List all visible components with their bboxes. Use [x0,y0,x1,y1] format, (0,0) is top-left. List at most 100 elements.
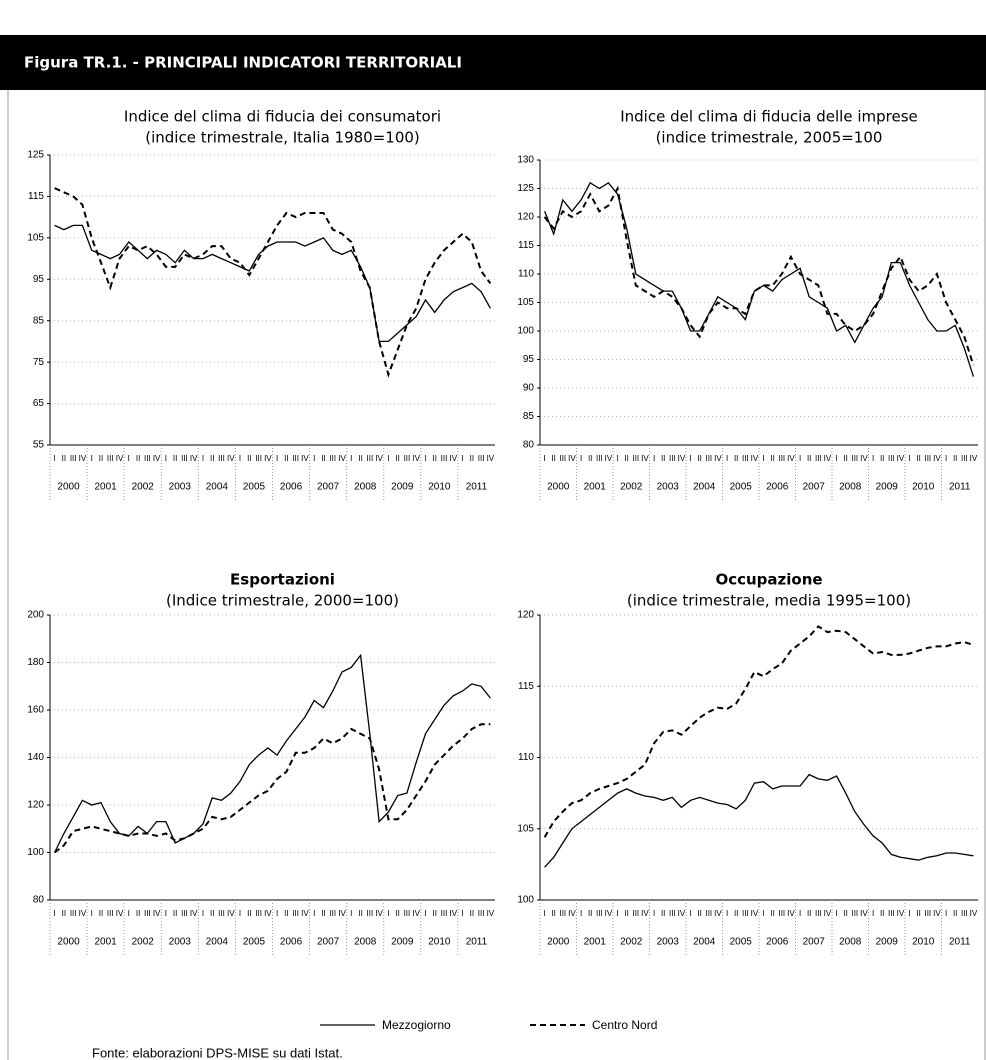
quarter-label: IV [824,909,832,918]
quarter-label: II [551,454,555,463]
quarter-label: II [321,454,325,463]
quarter-label: IV [933,454,941,463]
quarter-label: II [136,454,140,463]
quarter-label: III [632,454,639,463]
quarter-label: II [62,454,66,463]
quarter-label: IV [824,454,832,463]
quarter-label: III [669,454,676,463]
y-tick-label: 85 [523,411,535,422]
quarter-label: III [255,909,262,918]
quarter-label: I [945,909,947,918]
quarter-label: I [313,454,315,463]
y-tick-label: 80 [523,440,535,451]
quarter-label: I [239,909,241,918]
quarter-label: III [107,909,114,918]
quarter-label: IV [568,909,576,918]
quarter-label: II [395,454,399,463]
quarter-label: I [461,454,463,463]
year-label: 2003 [657,482,680,493]
header-title: Figura TR.1. - PRINCIPALI INDICATORI TER… [24,54,462,72]
quarter-label: II [358,454,362,463]
quarter-label: III [70,454,77,463]
y-tick-label: 90 [523,383,535,394]
quarter-label: I [689,454,691,463]
quarter-label: III [742,909,749,918]
quarter-label: IV [412,909,420,918]
series-line [54,224,491,343]
quarter-label: II [173,909,177,918]
quarter-label: IV [860,454,868,463]
quarter-label: III [851,909,858,918]
quarter-label: III [329,909,336,918]
quarter-label: IV [933,909,941,918]
year-label: 2010 [912,937,935,948]
quarter-label: II [880,454,884,463]
quarter-label: IV [450,909,458,918]
year-label: 2009 [876,482,899,493]
year-label: 2004 [693,482,716,493]
quarter-label: II [321,909,325,918]
quarter-label: II [588,909,592,918]
quarter-label: IV [897,909,905,918]
y-tick-label: 95 [33,274,45,285]
y-tick-label: 125 [517,183,534,194]
year-label: 2004 [206,937,229,948]
chart-title: Indice del clima di fiducia delle impres… [620,108,918,126]
quarter-label: I [616,909,618,918]
quarter-label: III [441,454,448,463]
year-label: 2005 [730,937,753,948]
quarter-label: I [835,454,837,463]
year-label: 2004 [693,937,716,948]
chart-title: Occupazione [715,571,822,589]
y-tick-label: 100 [517,895,534,906]
quarter-label: IV [153,454,161,463]
quarter-label: II [734,454,738,463]
quarter-label: II [284,909,288,918]
y-tick-label: 85 [33,315,45,326]
y-tick-label: 115 [28,191,44,202]
y-tick-label: 140 [27,752,44,763]
year-label: 2002 [132,937,155,948]
y-tick-label: 105 [27,232,44,243]
quarter-label: II [770,909,774,918]
year-label: 2010 [428,937,451,948]
quarter-label: I [91,909,93,918]
quarter-label: III [778,454,785,463]
year-label: 2001 [584,482,607,493]
year-label: 2007 [803,937,826,948]
year-label: 2005 [243,937,266,948]
quarter-label: IV [787,454,795,463]
quarter-label: I [543,909,545,918]
quarter-label: III [705,909,712,918]
quarter-label: IV [605,909,613,918]
quarter-label: I [799,909,801,918]
quarter-label: I [908,454,910,463]
quarter-label: II [916,454,920,463]
quarter-label: IV [751,454,759,463]
quarter-label: III [669,909,676,918]
quarter-label: III [144,909,151,918]
quarter-label: I [908,909,910,918]
quarter-label: III [924,454,931,463]
quarter-label: II [807,909,811,918]
legend-label: Centro Nord [592,1018,657,1032]
y-tick-label: 115 [518,681,534,692]
year-label: 2011 [949,937,971,948]
quarter-label: IV [678,909,686,918]
chart-subtitle: (indice trimestrale, media 1995=100) [627,592,911,610]
quarter-label: IV [970,909,978,918]
quarter-label: II [770,454,774,463]
year-label: 2011 [949,482,971,493]
y-tick-label: 200 [27,610,44,621]
quarter-label: III [596,454,603,463]
series-line [543,625,974,838]
quarter-label: III [888,909,895,918]
y-tick-label: 120 [517,212,534,223]
quarter-label: I [726,454,728,463]
quarter-label: II [953,454,957,463]
quarter-label: I [835,909,837,918]
quarter-label: II [173,454,177,463]
quarter-label: IV [568,454,576,463]
quarter-label: I [54,454,56,463]
quarter-label: IV [787,909,795,918]
